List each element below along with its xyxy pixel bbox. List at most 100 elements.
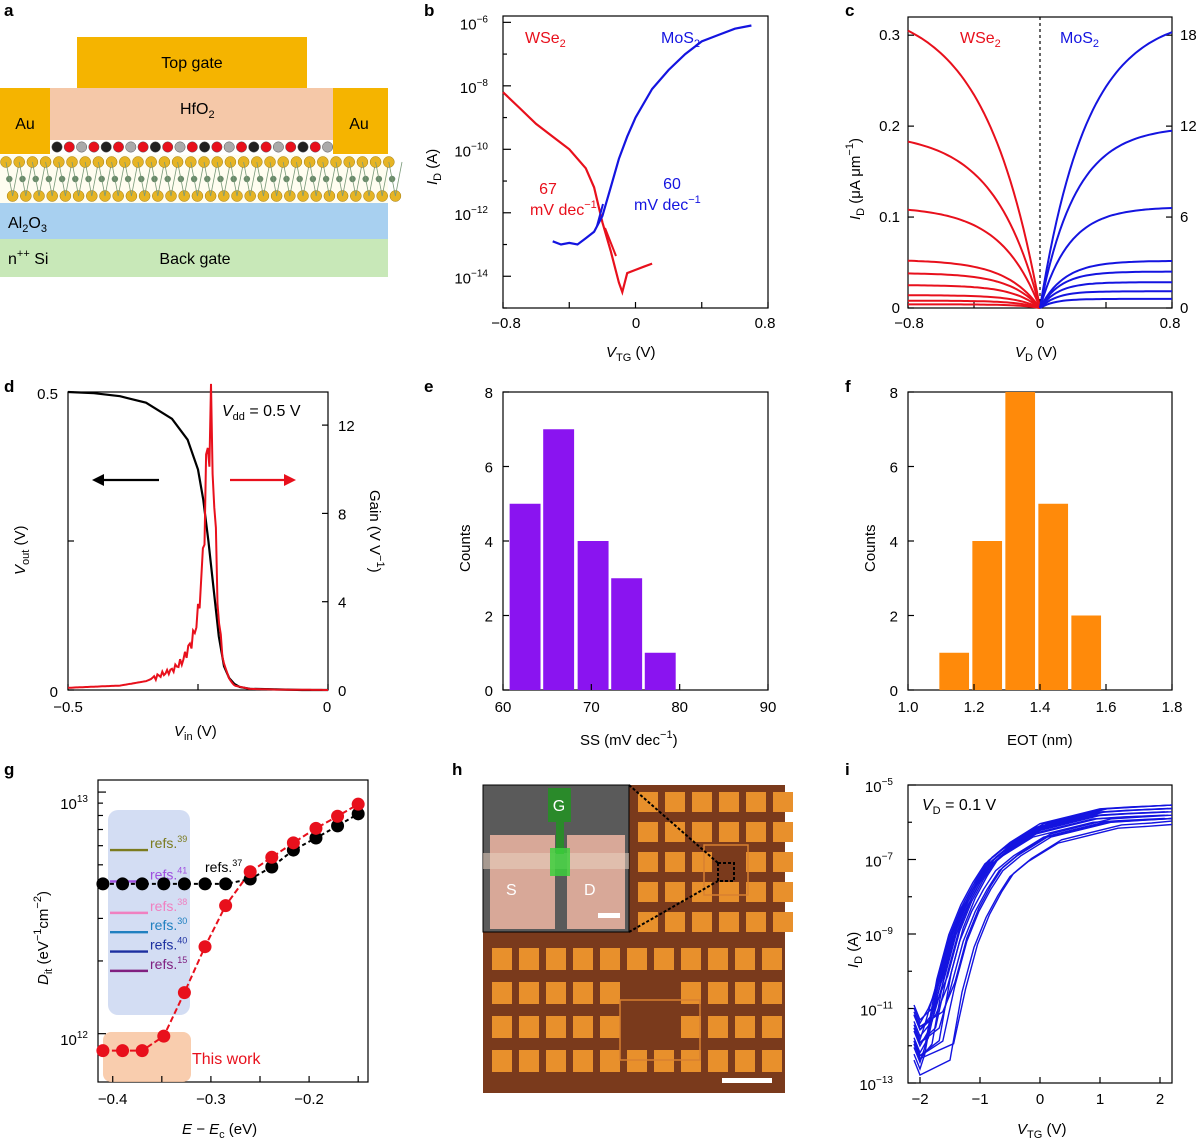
plot-e-ytick-4: 8 (485, 385, 493, 402)
plot-d-vdd-annotation: Vdd = 0.5 V (222, 403, 301, 423)
plot-c-mos2-curve (1039, 297, 1172, 309)
lattice-bond (243, 161, 251, 197)
panel-i-letter: i (845, 760, 850, 779)
lattice-bond (84, 161, 93, 197)
plot-c-wse2-curve (907, 272, 1041, 309)
plot-g-ref-label-38: refs.38 (150, 897, 187, 914)
plot-c-curves (907, 29, 1173, 309)
lattice-bond (12, 161, 20, 197)
molecule-atom (113, 141, 124, 153)
plot-d-ytick-right-3: 12 (338, 418, 355, 435)
plot-d-ytick-left-1: 0.5 (37, 386, 58, 403)
plot-i-xtick-4: 2 (1156, 1091, 1164, 1108)
plot-i-xtick-3: 1 (1096, 1091, 1104, 1108)
lattice-bond (51, 161, 60, 197)
lattice-bond (289, 161, 297, 197)
micrograph-pad (546, 1016, 566, 1038)
molecule-atom (285, 141, 297, 153)
plot-b-wse2-label: WSe2 (525, 30, 566, 50)
plot-i-curve (913, 804, 1173, 1044)
plot-d-frame (67, 391, 329, 691)
panel-d-letter: d (4, 377, 14, 396)
micrograph-pad (719, 792, 739, 812)
micrograph-pad (573, 982, 593, 1004)
micrograph-pad (492, 1016, 512, 1038)
plot-f-xtick-labels: 1.0 1.2 1.4 1.6 1.8 (898, 699, 1183, 716)
plot-d-ticks (67, 391, 329, 691)
plot-g-this-work-point (309, 821, 323, 835)
panel-e-letter: e (424, 377, 433, 396)
lattice-bond (124, 161, 132, 197)
lattice-bond (355, 161, 363, 197)
npp-si-label: n++ Si (8, 248, 48, 268)
lattice-bond (230, 161, 238, 197)
lattice-bond (190, 161, 198, 197)
micrograph-pad (708, 982, 728, 1004)
molecule-atom (76, 141, 88, 153)
plot-g-ref-label-41: refs.41 (150, 865, 187, 882)
lattice-bond (282, 161, 291, 197)
lattice-bond (170, 161, 178, 197)
plot-b-xtick-0: −0.8 (491, 315, 521, 332)
plot-b-ss-line-wse2 (604, 227, 617, 257)
plot-i-curve (913, 804, 1173, 1031)
plot-g-xtick-labels: −0.4 −0.3 −0.2 (98, 1091, 324, 1108)
molecule-atom (125, 141, 137, 153)
plot-g-refs37-point (157, 877, 171, 891)
micrograph-pad (573, 948, 593, 970)
plot-i-curve (913, 823, 1173, 1076)
micrograph-pad (735, 982, 755, 1004)
panel-f-letter: f (845, 377, 851, 396)
plot-g-xtick-2: −0.2 (294, 1091, 324, 1108)
lattice-bond (203, 161, 211, 197)
lattice-bond (223, 161, 231, 197)
plot-c-xtick-0: −0.8 (894, 315, 924, 332)
micrograph-pad (681, 982, 701, 1004)
lattice-bond (375, 161, 383, 197)
plot-d-right-ytick-labels: 0 4 8 12 (338, 418, 355, 700)
plot-f-bar (1005, 392, 1036, 690)
lattice-bond (395, 161, 403, 197)
plot-c-xlabel: VD (V) (1015, 344, 1057, 364)
micrograph-pad (773, 792, 793, 812)
plot-i-curve (913, 817, 1173, 1032)
panel-i: i VD = 0.1 V 10−5 10−7 10−9 10−11 10−13 −2 −1… (845, 760, 1173, 1141)
plot-b-ticks (502, 21, 769, 309)
micrograph-pad (719, 912, 739, 932)
plot-f-bar (1071, 615, 1102, 690)
lattice-bond (342, 161, 350, 197)
micrograph-pad (519, 1016, 539, 1038)
micrograph-trace (619, 999, 701, 1061)
plot-g-ref-label-39: refs.39 (150, 834, 187, 851)
lattice-bond (137, 161, 145, 197)
inset-source-pad (490, 835, 555, 929)
plot-g-refs37-point (219, 877, 233, 891)
plot-e-xtick-2: 80 (671, 699, 688, 716)
zoom-line-bottom (628, 880, 719, 933)
micrograph-pad (654, 1050, 674, 1072)
micrograph-pad (773, 882, 793, 902)
plot-e-bar (543, 429, 575, 690)
lattice-bond (315, 161, 324, 197)
plot-f-xlabel: EOT (nm) (1007, 732, 1073, 749)
plot-g-xtick-1: −0.3 (196, 1091, 226, 1108)
inset-source-label: S (506, 882, 517, 899)
plot-i-curve (913, 820, 1173, 1060)
lattice-bond (263, 161, 271, 197)
plot-i-xtick-labels: −2 −1 0 1 2 (911, 1091, 1164, 1108)
micrograph-pad (735, 1016, 755, 1038)
molecule-atom (260, 141, 272, 153)
lattice-bond (38, 161, 46, 197)
plot-f-ylabel: Counts (862, 524, 879, 572)
plot-g-ytick-1: 1012 (60, 1030, 88, 1049)
panel-h: h G S D (452, 760, 793, 1093)
plot-g-refs37-point (198, 877, 212, 891)
plot-b-ytick-3: 10−12 (454, 205, 488, 224)
lattice-bond (164, 161, 172, 197)
plot-c-xtick-1: 0 (1036, 315, 1044, 332)
plot-c-mos2-curve (1039, 31, 1173, 309)
micrograph-pad (773, 852, 793, 872)
micrograph-pad (773, 912, 793, 932)
plot-f-xtick-3: 1.6 (1096, 699, 1117, 716)
panel-e: e 0 2 4 6 8 60 70 80 90 SS (mV dec−1) Counts (424, 377, 776, 749)
